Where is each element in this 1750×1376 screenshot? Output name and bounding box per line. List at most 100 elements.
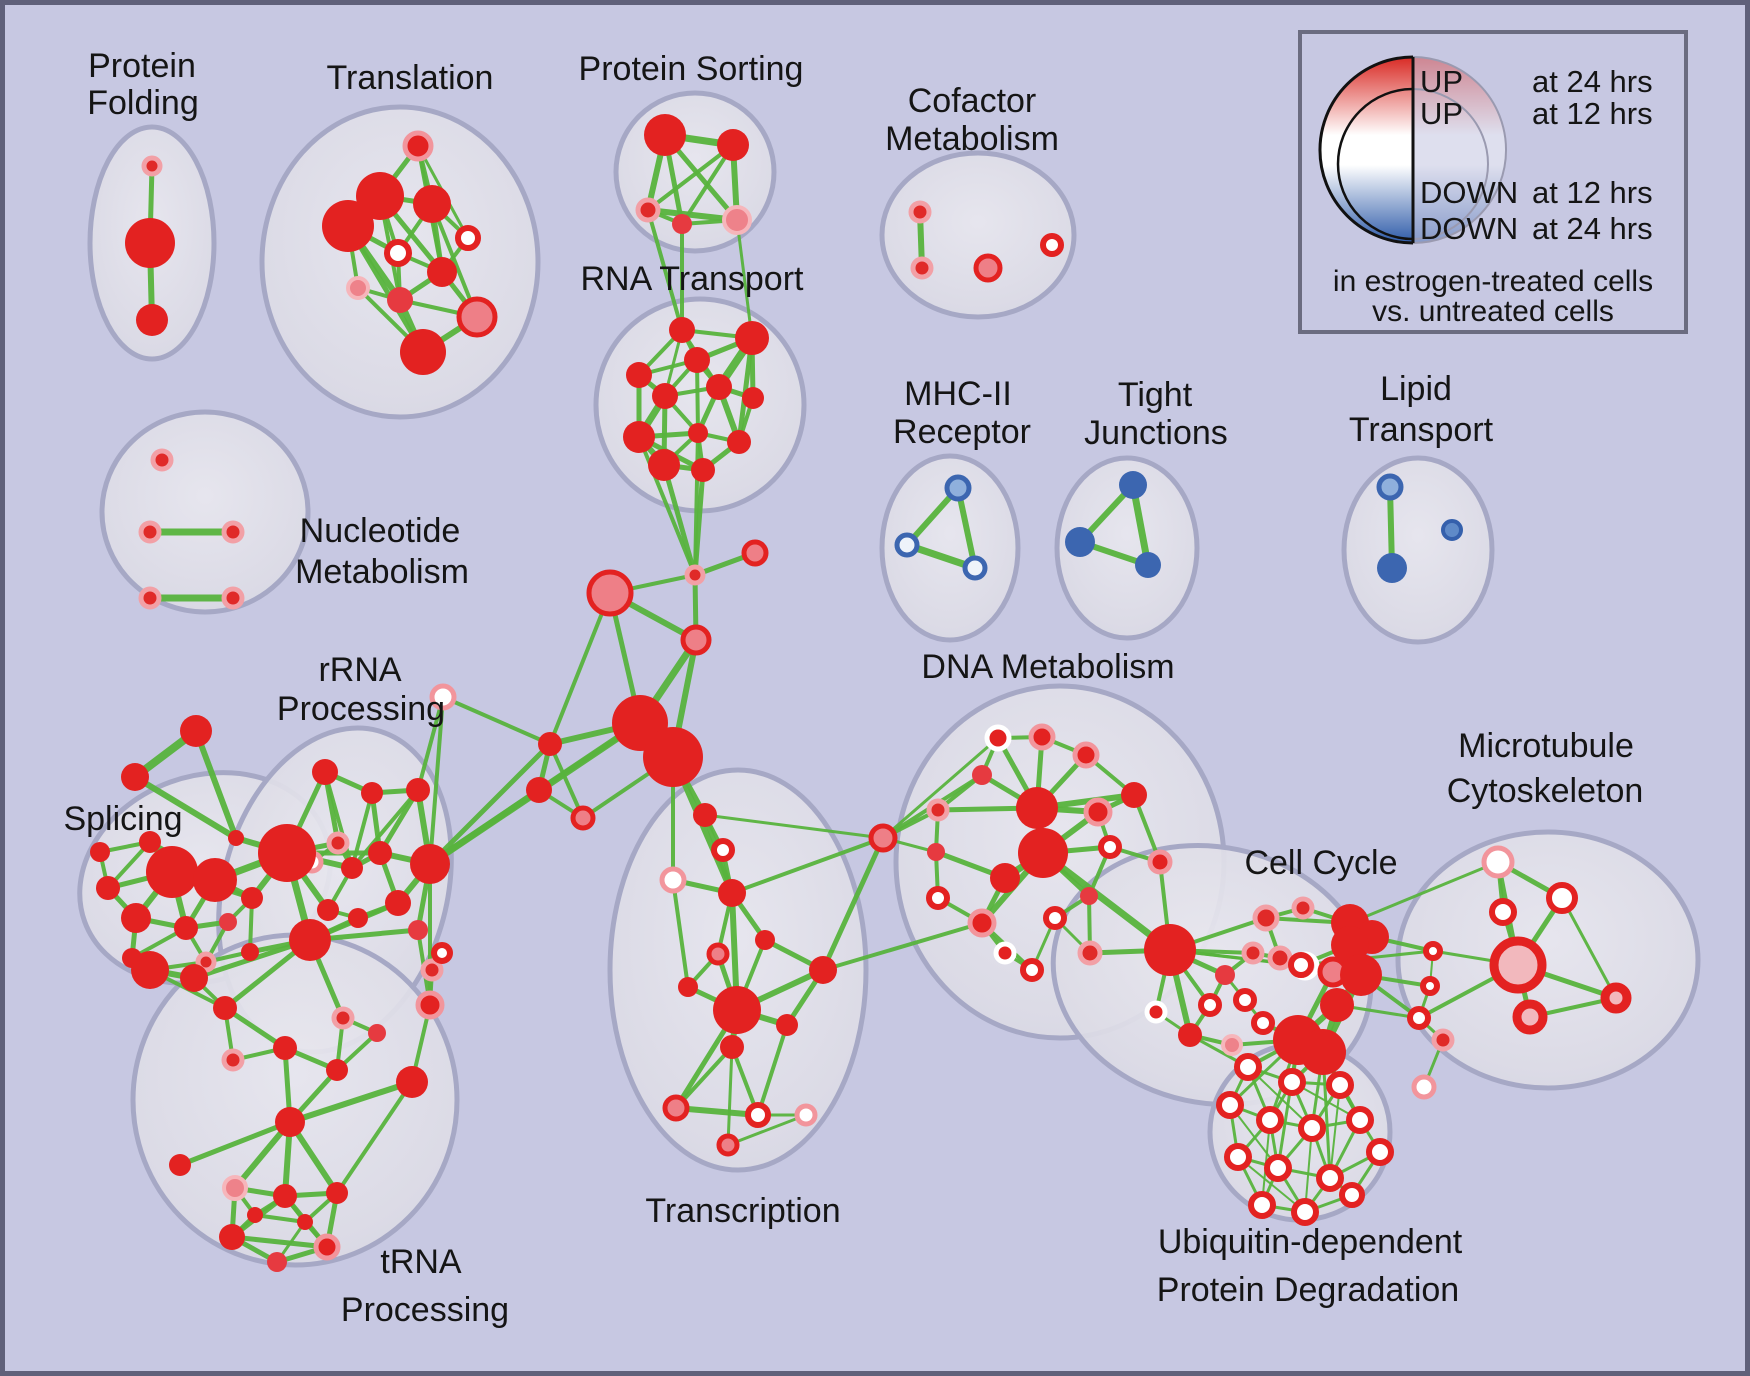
- node-tr4: [322, 200, 374, 252]
- edge: [703, 813, 885, 840]
- node-dm19: [1020, 958, 1044, 982]
- node-sp3: [121, 903, 151, 933]
- node-tj2: [1065, 527, 1095, 557]
- node-ub14: [1339, 1182, 1365, 1208]
- node-tn5: [396, 1066, 428, 1098]
- cluster-microtubule-cytoskeleton-label-line-2: Cytoskeleton: [1447, 772, 1644, 810]
- node-mt10: [1431, 1028, 1455, 1052]
- node-cc6: [1267, 945, 1293, 971]
- node-cc5: [1241, 941, 1265, 965]
- node-ub11: [1316, 1164, 1344, 1192]
- cluster-microtubule-cytoskeleton-label-line-1: Microtubule: [1458, 727, 1634, 765]
- node-tx14: [794, 1103, 818, 1127]
- cluster-lipid-transport-label-line-1: Lipid: [1380, 370, 1452, 408]
- node-ps3: [635, 197, 661, 223]
- node-nm3: [221, 520, 245, 544]
- node-lt2: [1377, 553, 1407, 583]
- node-rt8: [623, 421, 655, 453]
- node-tr8: [346, 276, 370, 300]
- node-dm18: [1077, 940, 1103, 966]
- cluster-microtubule-cytoskeleton-ellipse: [1395, 829, 1701, 1091]
- legend-outer-ring-right: [1412, 56, 1507, 244]
- node-tn4: [326, 1059, 348, 1081]
- node-dm16: [1080, 887, 1098, 905]
- edge: [646, 208, 684, 332]
- node-cc4: [1291, 896, 1315, 920]
- edge: [548, 742, 585, 820]
- cluster-mhc-ii-receptor-ellipse: [879, 453, 1021, 643]
- cluster-tight-junctions-ellipse: [1054, 455, 1200, 641]
- node-lt3: [1441, 519, 1463, 541]
- node-nm2: [138, 520, 162, 544]
- edge: [229, 1234, 330, 1250]
- edge: [1039, 849, 1174, 954]
- node-tx5: [755, 930, 775, 950]
- node-mt7: [1423, 941, 1443, 961]
- legend-row-1-direction: UP: [1420, 64, 1463, 99]
- edge: [730, 836, 885, 895]
- edge: [335, 1080, 414, 1195]
- node-ub6: [1298, 1114, 1326, 1142]
- node-rt9: [688, 423, 708, 443]
- legend-row-3-time: at 12 hrs: [1532, 175, 1653, 210]
- node-rr19: [429, 683, 457, 711]
- node-dm15: [967, 908, 997, 938]
- node-tr9: [387, 287, 413, 313]
- node-dm1: [984, 724, 1012, 752]
- node-cc18: [1320, 988, 1354, 1022]
- node-rt5: [652, 383, 678, 409]
- node-dm5: [926, 798, 950, 822]
- node-tr7: [427, 257, 457, 287]
- node-rr10: [348, 908, 368, 928]
- node-ub3: [1326, 1071, 1354, 1099]
- edge: [377, 787, 421, 856]
- node-tx12: [662, 1094, 690, 1122]
- node-sp11: [195, 951, 217, 973]
- node-ub10: [1264, 1154, 1292, 1182]
- node-dmc: [868, 823, 898, 853]
- legend-inner-ring-right: [1412, 88, 1489, 240]
- cluster-mhc-ii-receptor-label-line-2: Receptor: [893, 413, 1031, 451]
- node-rt11: [648, 449, 680, 481]
- node-sp14: [180, 964, 208, 992]
- node-tn2: [221, 1048, 245, 1072]
- node-tx11: [720, 1035, 744, 1059]
- edge: [726, 1113, 808, 1147]
- node-c1: [684, 564, 706, 586]
- cluster-tight-junctions-label-line-2: Junctions: [1084, 414, 1228, 452]
- node-dm2: [1028, 723, 1056, 751]
- cluster-cofactor-metabolism-label-line-1: Cofactor: [908, 82, 1037, 120]
- edge: [1247, 1066, 1313, 1129]
- node-mh2: [894, 532, 920, 558]
- edge: [427, 741, 553, 867]
- edge: [416, 695, 445, 792]
- node-tx9: [713, 986, 761, 1034]
- node-tx13: [745, 1102, 771, 1128]
- node-tr11: [400, 329, 446, 375]
- node-dm3: [1072, 741, 1100, 769]
- edge: [820, 835, 886, 973]
- cluster-nucleotide-metabolism-ellipse: [99, 409, 311, 615]
- node-tn8: [222, 1175, 248, 1201]
- node-tri1: [180, 715, 212, 747]
- node-cc13: [1288, 952, 1314, 978]
- node-rr9: [385, 890, 411, 916]
- node-cm4: [1040, 233, 1064, 257]
- legend-inner-ring-left: [1336, 87, 1414, 241]
- edge: [1304, 1127, 1313, 1213]
- node-mt8: [1420, 976, 1440, 996]
- node-tx1: [693, 803, 717, 827]
- node-ub1: [1234, 1053, 1262, 1081]
- node-sp9: [241, 887, 263, 909]
- node-dm20: [993, 941, 1017, 965]
- edge: [548, 591, 612, 746]
- cluster-trna-processing-label-line-2: Processing: [341, 1291, 509, 1329]
- edge: [1329, 1084, 1341, 1179]
- node-cm2: [910, 256, 934, 280]
- node-tr6: [384, 239, 412, 267]
- cluster-lipid-transport-label-line-2: Transport: [1349, 411, 1494, 449]
- node-sp1: [146, 846, 198, 898]
- legend-row-2-direction: UP: [1420, 96, 1463, 131]
- node-rt3: [626, 362, 652, 388]
